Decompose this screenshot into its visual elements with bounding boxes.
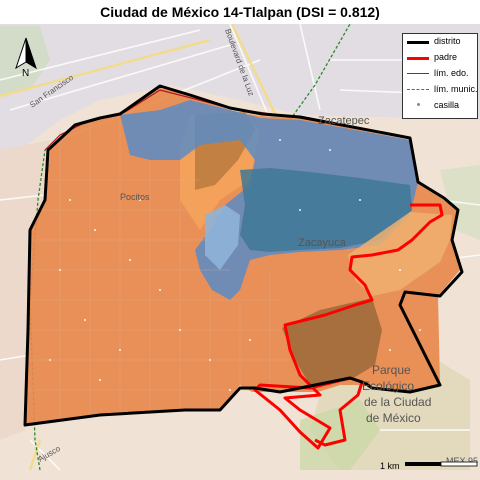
label-mex: MEX 95	[446, 456, 478, 466]
label-parque-4: de México	[366, 411, 421, 425]
legend-label-lim-edo: lím. edo.	[434, 68, 469, 78]
label-parque-3: de la Ciudad	[364, 395, 431, 409]
legend-label-distrito: distrito	[434, 36, 461, 46]
district-fill-pale-east	[348, 212, 452, 296]
legend-symbol-lim-munic	[407, 89, 429, 90]
legend-symbol-padre	[407, 57, 429, 60]
label-zacatepec: Zacatepec	[318, 115, 370, 127]
district-outline[interactable]	[23, 84, 464, 427]
legend-label-casilla: casilla	[434, 100, 460, 110]
district-fill-light-blue	[205, 205, 240, 270]
scale-bar-label: 1 km	[380, 461, 400, 471]
casilla-points	[49, 139, 421, 391]
district-fill-dark-blue	[240, 168, 412, 252]
label-parque-1: Parque	[372, 363, 411, 377]
basemap-south-green	[300, 400, 380, 470]
legend-symbol-lim-edo	[407, 73, 429, 74]
north-arrow-label: N	[22, 68, 29, 79]
basemap-roads-yellow	[0, 24, 280, 471]
map-legend: distrito padre lím. edo. lím. munic. cas…	[402, 33, 478, 119]
basemap-urban-north	[0, 24, 480, 160]
label-pocitos: Pocitos	[120, 192, 150, 202]
district-street-grid	[28, 115, 290, 420]
label-zacayuca: Zacayuca	[298, 237, 347, 249]
map-title: Ciudad de México 14-Tlalpan (DSI = 0.812…	[100, 4, 380, 20]
scale-bar: 1 km	[380, 461, 478, 471]
legend-label-padre: padre	[434, 52, 458, 62]
legend-label-lim-munic: lím. munic.	[434, 84, 478, 94]
map-canvas[interactable]: Zacatepec Pocitos Zacayuca Parque Ecológ…	[0, 24, 480, 480]
label-parque-2: Ecológico	[362, 379, 414, 393]
legend-symbol-distrito	[407, 41, 429, 44]
north-arrow: N	[15, 37, 37, 79]
